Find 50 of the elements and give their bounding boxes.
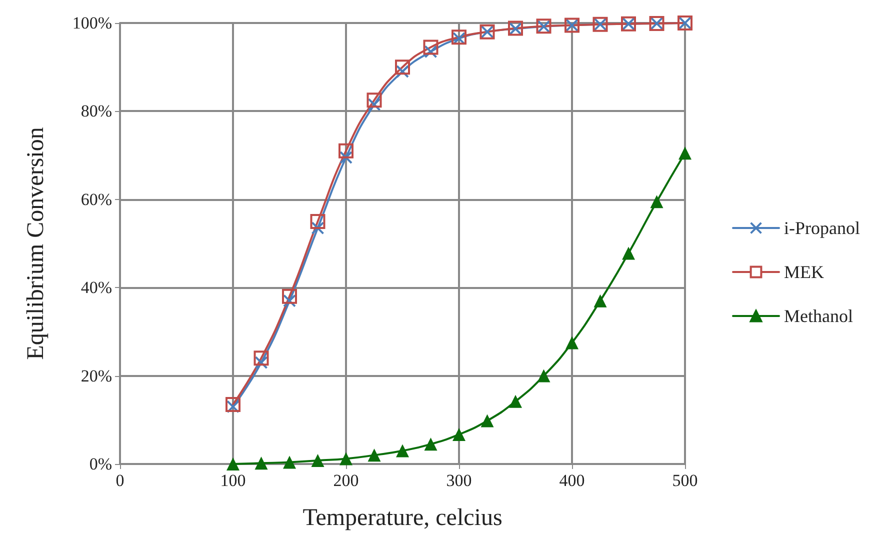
point (311, 454, 324, 467)
point (283, 294, 296, 308)
point (566, 336, 578, 350)
point (622, 246, 635, 260)
point (537, 369, 550, 382)
point (650, 195, 664, 208)
point (340, 452, 352, 466)
x-tick-label: 400 (559, 471, 585, 490)
point (254, 356, 268, 370)
point (226, 458, 240, 470)
y-tick-label: 60% (80, 190, 112, 209)
y-axis-title: Equilibrium Conversion (23, 127, 49, 360)
point (678, 146, 692, 160)
y-tick-label: 80% (80, 102, 112, 121)
point (395, 60, 410, 75)
y-tick-label: 20% (80, 366, 112, 386)
point (282, 288, 297, 304)
x-tick-label: 200 (333, 471, 359, 490)
point (424, 45, 438, 58)
legend-label: i-Propanol (784, 218, 860, 238)
point (311, 222, 324, 235)
point (452, 428, 466, 441)
point (254, 456, 268, 470)
point (366, 92, 382, 108)
point (340, 151, 352, 164)
x-tick-label: 0 (116, 471, 124, 490)
point (424, 438, 438, 451)
point (594, 294, 607, 308)
legend-label: MEK (784, 262, 824, 282)
y-tick-label: 40% (80, 278, 112, 298)
point (254, 350, 269, 366)
point (396, 444, 409, 458)
point (423, 40, 438, 55)
x-axis-title: Temperature, celcius (302, 505, 502, 531)
x-tick-label: 500 (672, 471, 698, 490)
point (338, 143, 354, 158)
legend-label: Methanol (784, 306, 854, 326)
point (226, 400, 240, 414)
point (310, 214, 326, 229)
point (368, 448, 381, 462)
x-tick-label: 100 (220, 471, 246, 490)
point (480, 414, 494, 428)
point (396, 65, 409, 78)
y-tick-label: 0% (89, 454, 112, 474)
point (368, 98, 381, 112)
point (283, 456, 296, 469)
x-tick-label: 300 (446, 471, 472, 490)
y-tick-label: 100% (72, 14, 112, 32)
point (509, 394, 522, 408)
point (226, 396, 240, 412)
